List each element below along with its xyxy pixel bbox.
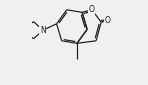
Text: O: O <box>89 5 95 14</box>
Text: O: O <box>105 16 111 25</box>
Text: N: N <box>40 26 46 35</box>
